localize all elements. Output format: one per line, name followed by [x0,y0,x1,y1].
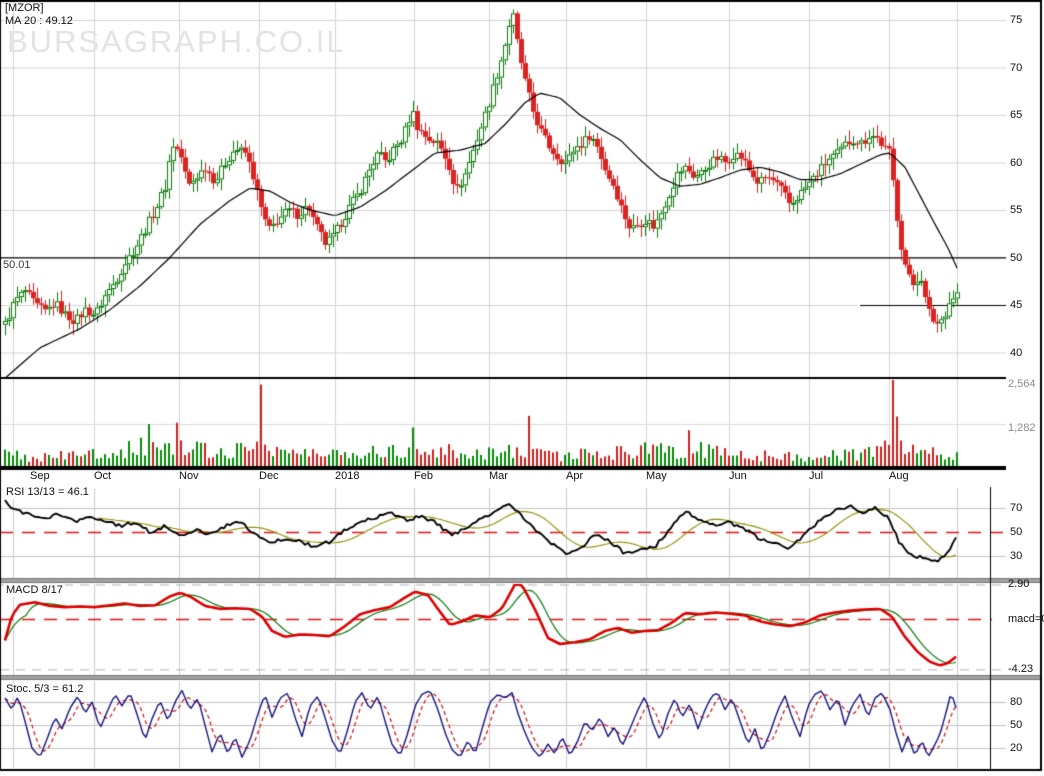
rsi-tick-label: 50 [1010,526,1023,538]
volume-tick-label: 1,282 [1008,422,1036,434]
stoch-tick-label: 50 [1010,719,1023,731]
price-tick-label: 55 [1010,204,1023,216]
month-label: Sep [30,470,50,482]
price-tick-label: 50 [1010,251,1023,264]
macd-tick-label: -4.23 [1008,663,1034,676]
month-label: Feb [414,470,433,482]
month-label: Aug [889,470,909,482]
month-label: May [646,470,667,482]
month-label: Apr [566,470,584,482]
month-label: Oct [94,470,112,482]
price-tick-label: 65 [1010,109,1023,121]
macd-tick-label: macd=0 [1008,613,1044,625]
price-tick-label: 70 [1010,61,1023,74]
volume-tick-label: 2,564 [1008,378,1036,390]
rsi-tick-label: 70 [1010,502,1023,514]
stoch-tick-label: 80 [1010,695,1023,708]
macd-panel-label: MACD 8/17 [4,584,65,597]
stoch-tick-label: 20 [1010,742,1023,754]
price-tick-label: 40 [1010,346,1023,359]
ma20-value-label: MA 20 : 49.12 [5,15,73,27]
month-label: 2018 [335,470,360,482]
month-label: Dec [259,470,279,482]
month-label: Nov [179,470,199,482]
rsi-tick-label: 30 [1010,550,1023,562]
price-tick-label: 45 [1010,299,1023,311]
price-tick-label: 60 [1010,156,1023,169]
month-label: Mar [489,470,508,482]
rsi-panel-label: RSI 13/13 = 46.1 [4,486,91,499]
price-tick-label: 75 [1010,14,1023,26]
ticker-symbol: [MZOR] [5,2,44,14]
stoch-panel-label: Stoc. 5/3 = 61.2 [4,683,86,696]
price-line-label: 50.01 [2,259,32,272]
month-label: Jun [729,470,747,482]
watermark: BURSAGRAPH.CO.IL [7,24,346,59]
macd-tick-label: 2.90 [1008,578,1030,591]
month-label: Jul [809,470,824,482]
